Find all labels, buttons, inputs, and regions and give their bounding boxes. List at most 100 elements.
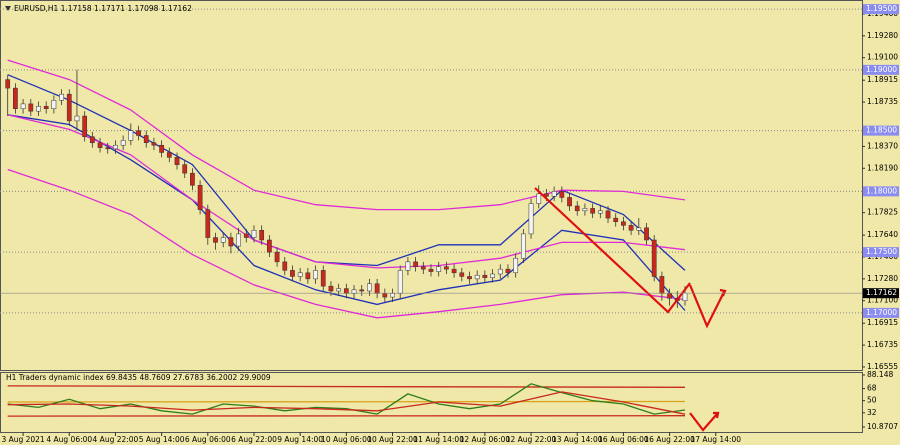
candle-body bbox=[143, 135, 149, 144]
x-tick-label: 17 Aug 14:00 bbox=[690, 435, 741, 444]
x-tick-label: 16 Aug 22:00 bbox=[644, 435, 695, 444]
candle-body bbox=[413, 261, 418, 267]
candle-body bbox=[621, 221, 626, 226]
x-tick-label: 6 Aug 22:00 bbox=[231, 435, 277, 444]
y-tick-label: 1.19100 bbox=[867, 53, 898, 62]
arrow-head bbox=[713, 411, 720, 419]
y-tick-label: 1.17825 bbox=[867, 208, 898, 217]
level-label-box bbox=[863, 64, 899, 75]
indicator-line bbox=[7, 59, 686, 211]
drawn-annotations bbox=[534, 187, 727, 432]
level-label: 1.19000 bbox=[866, 65, 897, 74]
candle-body bbox=[367, 283, 372, 292]
candle-body bbox=[251, 230, 257, 238]
candle-body bbox=[613, 217, 619, 223]
candle-body bbox=[305, 272, 311, 280]
candle-body bbox=[51, 99, 57, 110]
candle-body bbox=[259, 230, 265, 241]
candle-body bbox=[105, 147, 111, 150]
candle-body bbox=[636, 227, 642, 231]
candle-body bbox=[528, 203, 534, 235]
candle-body bbox=[313, 270, 318, 280]
candle-body bbox=[320, 270, 326, 287]
x-tick-label: 13 Aug 14:00 bbox=[552, 435, 603, 444]
candle-body bbox=[513, 257, 519, 274]
main-panel-frame bbox=[0, 0, 863, 371]
trend-drawing bbox=[534, 187, 691, 314]
candle-body bbox=[597, 210, 603, 214]
candle-body bbox=[567, 197, 572, 207]
x-tick-label: 4 Aug 06:00 bbox=[46, 435, 92, 444]
y-tick-label: 1.16735 bbox=[867, 340, 898, 349]
candle-body bbox=[436, 266, 442, 272]
candle-body bbox=[628, 225, 634, 231]
y-tick-label: 1.16555 bbox=[867, 362, 898, 371]
y-tick-label: 1.18190 bbox=[867, 163, 898, 172]
y-tick-label: 1.18915 bbox=[867, 75, 898, 84]
indicator-line bbox=[7, 74, 686, 271]
level-label-box bbox=[863, 125, 899, 136]
y-tick-label: 1.17100 bbox=[867, 296, 898, 305]
candle-body bbox=[390, 293, 395, 298]
candle-body bbox=[282, 261, 288, 271]
y-tick-label: 1.17280 bbox=[867, 274, 898, 283]
indicator-line bbox=[7, 400, 686, 403]
candle-body bbox=[243, 233, 249, 238]
candle-body bbox=[113, 144, 118, 150]
current-price-box bbox=[863, 288, 899, 299]
candle-body bbox=[13, 87, 18, 110]
current-price-label: 1.17162 bbox=[866, 288, 897, 297]
candle-body bbox=[520, 233, 526, 259]
x-tick-label: 10 Aug 06:00 bbox=[321, 435, 372, 444]
candle-body bbox=[397, 270, 403, 294]
forecast-arrow bbox=[688, 284, 725, 329]
level-label: 1.18500 bbox=[866, 126, 897, 135]
y-tick-label: 1.16915 bbox=[867, 318, 898, 327]
x-tick-label: 10 Aug 22:00 bbox=[367, 435, 418, 444]
candle-body bbox=[228, 237, 234, 247]
candle-body bbox=[190, 172, 195, 186]
x-tick-label: 4 Aug 22:00 bbox=[93, 435, 139, 444]
x-tick-label: 12 Aug 22:00 bbox=[506, 435, 557, 444]
y-tick-label: 88.148 bbox=[867, 370, 893, 379]
candle-body bbox=[174, 157, 180, 165]
candle-body bbox=[343, 288, 349, 294]
candle-body bbox=[136, 130, 141, 136]
y-tick-label: 50 bbox=[867, 396, 877, 405]
candle-body bbox=[74, 115, 80, 122]
x-tick-label: 5 Aug 14:00 bbox=[139, 435, 185, 444]
candle-body bbox=[297, 272, 303, 277]
candle-body bbox=[66, 93, 72, 122]
y-tick-label: 68 bbox=[867, 384, 877, 393]
candle-body bbox=[544, 193, 549, 197]
x-tick-label: 6 Aug 06:00 bbox=[185, 435, 231, 444]
arrow-head bbox=[719, 288, 727, 297]
level-label-box bbox=[863, 247, 899, 258]
candle-body bbox=[405, 261, 411, 271]
candle-body bbox=[120, 140, 126, 146]
candle-body bbox=[536, 193, 542, 204]
candle-body bbox=[605, 210, 611, 219]
candle-body bbox=[682, 292, 688, 301]
candle-body bbox=[97, 142, 103, 148]
candle-body bbox=[151, 142, 157, 146]
candle-body bbox=[444, 266, 449, 270]
candle-body bbox=[290, 270, 295, 277]
y-tick-label: 1.17640 bbox=[867, 230, 898, 239]
x-tick-label: 9 Aug 14:00 bbox=[277, 435, 323, 444]
candle-body bbox=[505, 268, 511, 274]
candle-body bbox=[20, 103, 26, 110]
candle-body bbox=[166, 152, 172, 158]
y-tick-label: 32 bbox=[867, 408, 877, 417]
candle-body bbox=[236, 233, 241, 247]
candle-body bbox=[5, 79, 11, 89]
level-label-box bbox=[863, 4, 899, 15]
sub-panel-frame bbox=[0, 372, 863, 433]
chart-title: EURUSD,H1 1.17158 1.17171 1.17098 1.1716… bbox=[14, 4, 192, 13]
indicator-line bbox=[7, 391, 686, 415]
candle-body bbox=[474, 274, 480, 280]
y-tick-label: 1.18735 bbox=[867, 97, 898, 106]
candle-body bbox=[659, 276, 665, 294]
